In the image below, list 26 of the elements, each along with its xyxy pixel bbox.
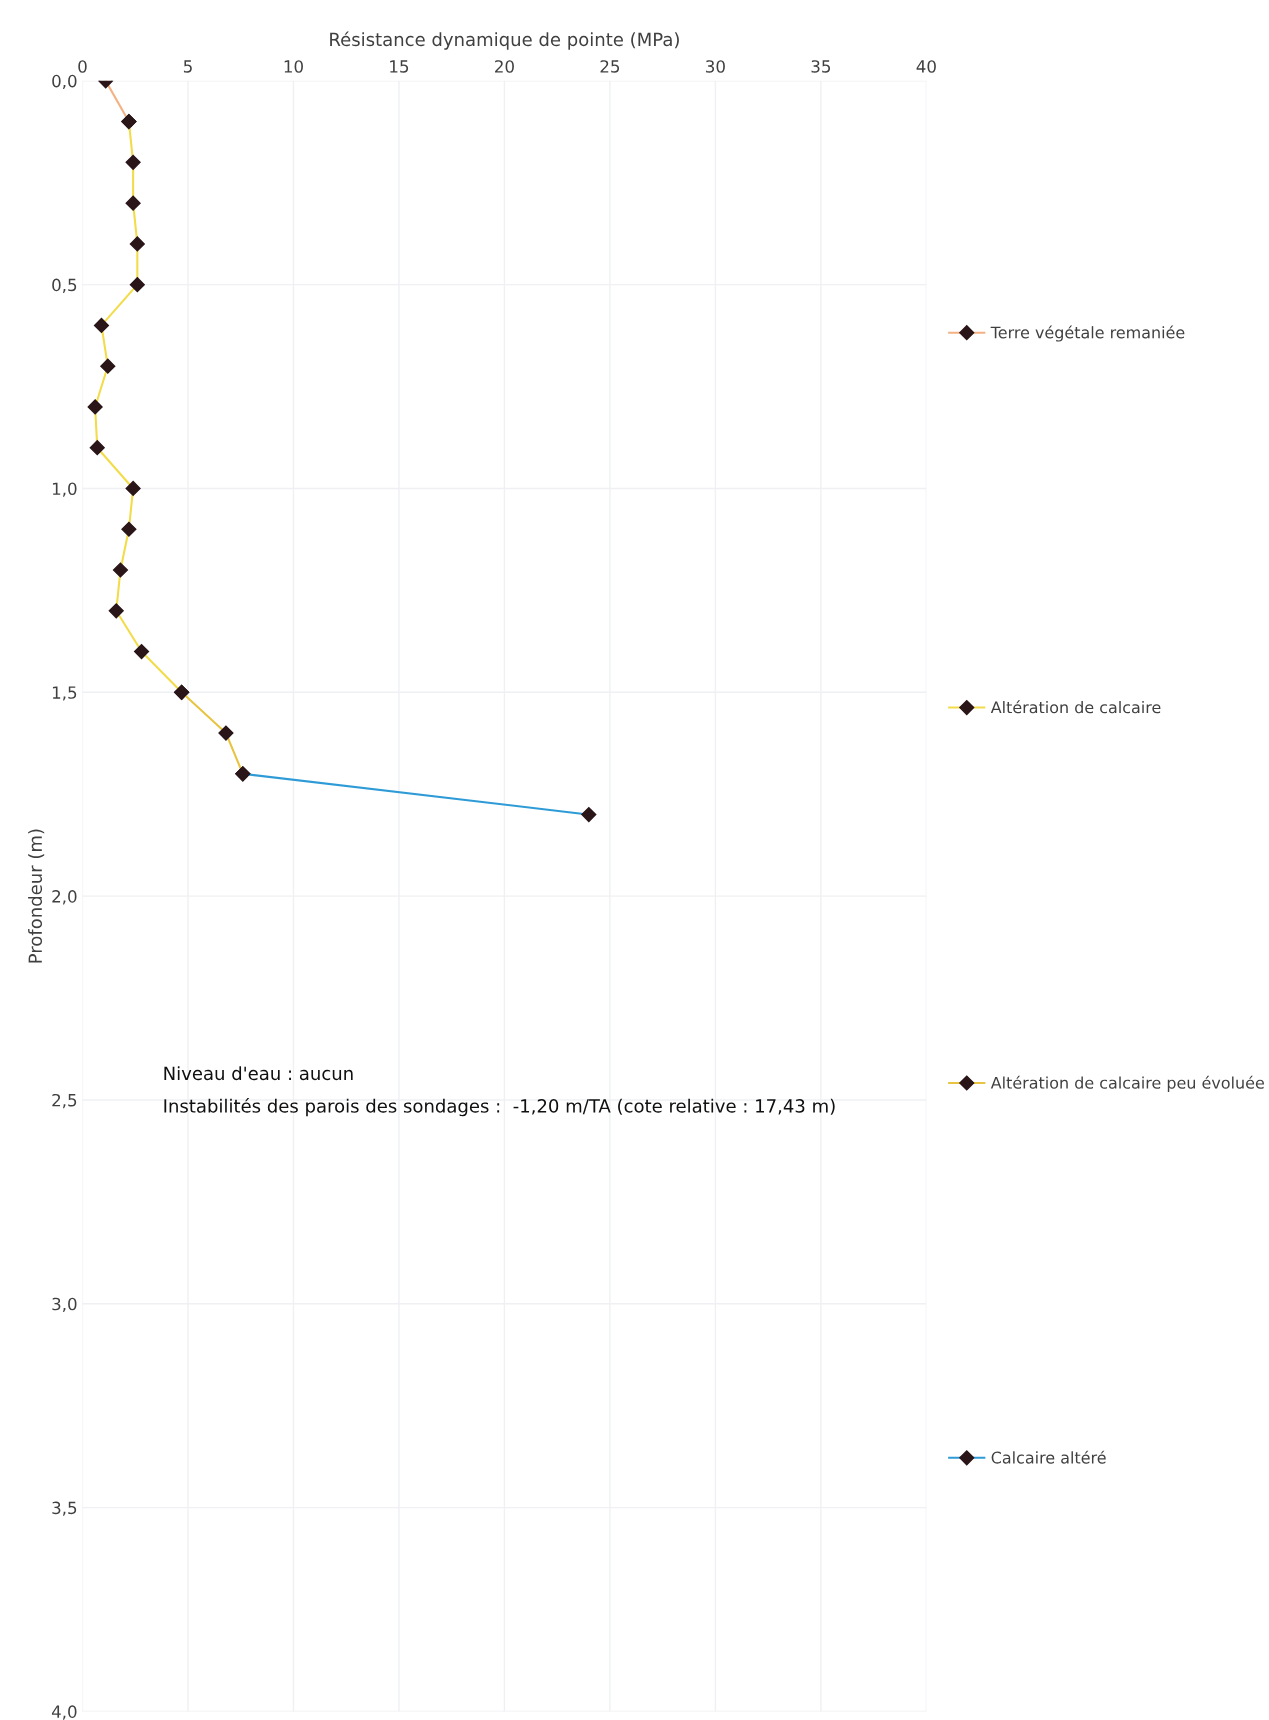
x-tick-label: 0 [78,60,87,73]
annotation: Niveau d'eau : aucun [164,1066,353,1081]
y-tick-label: 1,0 [52,482,77,497]
y-tick-label: 3,0 [52,1297,77,1313]
x-tick-label: 5 [183,60,192,73]
x-tick-label: 10 [284,60,303,73]
y-tick-label: 1,5 [52,686,77,701]
annotation: Instabilités des parois des sondages : -1,20 m/TA (cote relative : 17,43 m) [164,1098,835,1117]
y-tick-label: 4,0 [51,1705,77,1720]
y-tick-label: 2,5 [52,1093,77,1109]
y-tick-label: 0,0 [52,74,77,90]
y-tick-label: 3,5 [52,1501,77,1516]
legend-label: Terre végétale remaniée [990,325,1185,342]
x-tick-label: 25 [600,60,620,73]
legend-label: Calcaire altéré [991,1450,1106,1464]
x-tick-label: 40 [916,60,936,73]
legend-label: Altération de calcaire [990,700,1161,714]
x-tick-label: 30 [706,60,725,73]
legend-label: Altération de calcaire peu évoluée [990,1075,1264,1092]
y-axis-title: Profondeur (m) [28,829,45,963]
x-tick-label: 20 [495,60,514,73]
x-axis-title: Résistance dynamique de pointe (MPa) [330,31,679,50]
y-tick-label: 0,5 [52,278,77,293]
x-tick-label: 15 [390,60,409,73]
y-tick-label: 2,0 [52,890,77,905]
x-tick-label: 35 [811,60,831,73]
